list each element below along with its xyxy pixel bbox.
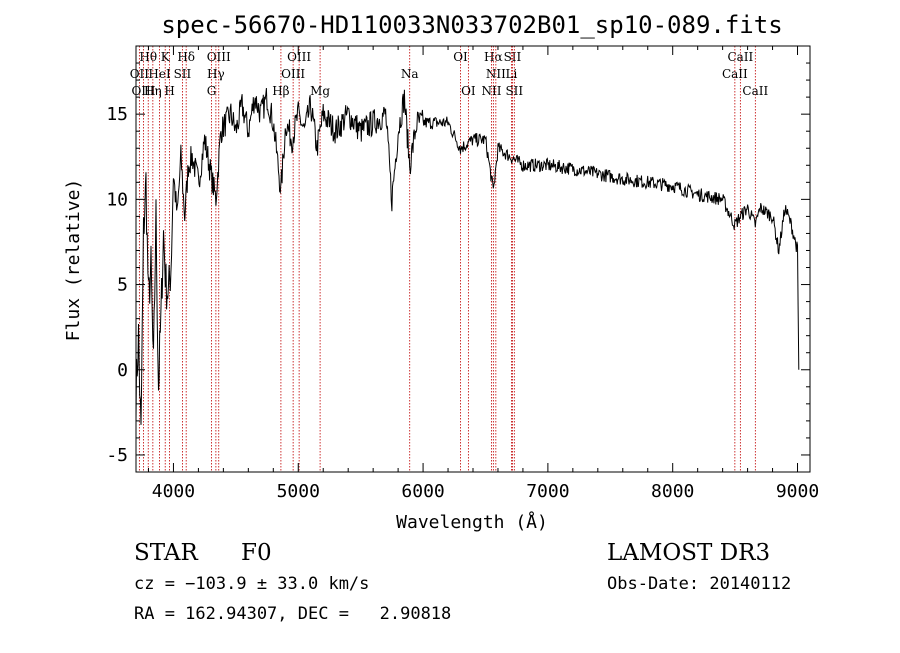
x-tick-label: 5000 (277, 481, 320, 502)
line-label: CaII (722, 67, 748, 81)
y-tick-label: 0 (117, 360, 128, 381)
survey-label: LAMOST DR3 (607, 540, 771, 566)
line-label: OII (130, 67, 150, 81)
plot-frame (135, 45, 811, 473)
line-label: CaII (742, 84, 768, 98)
line-label: SII (174, 67, 192, 81)
redshift-readout: cz = −103.9 ± 33.0 km/s (134, 574, 370, 594)
line-label: H (164, 84, 174, 98)
chart-title: spec-56670-HD110033N033702B01_sp10-089.f… (161, 11, 782, 39)
line-label: Li (506, 67, 518, 81)
y-tick-label: -5 (106, 445, 128, 466)
x-axis: 4000 5000 6000 7000 8000 9000 (147, 46, 819, 502)
line-label: Hγ (207, 67, 225, 81)
line-label: Hβ (272, 84, 289, 98)
object-class: STAR (134, 540, 198, 566)
line-label: NII (486, 67, 506, 81)
spectrum-series (135, 87, 800, 425)
line-label: OIII (207, 50, 231, 64)
line-label: SII (504, 50, 522, 64)
y-axis-label: Flux (relative) (63, 179, 84, 342)
line-label: Hα (484, 50, 503, 64)
object-subclass: F0 (241, 540, 272, 566)
x-tick-label: 7000 (526, 481, 569, 502)
line-label: Na (401, 67, 419, 81)
line-label: OIII (281, 67, 305, 81)
y-axis: -5 0 5 10 15 (106, 45, 810, 473)
line-label: Mg (310, 84, 330, 98)
line-label: Hδ (177, 50, 195, 64)
x-tick-label: 6000 (401, 481, 444, 502)
y-tick-label: 15 (106, 104, 128, 125)
line-label: SII (505, 84, 523, 98)
spectrum-line (135, 87, 800, 425)
line-label: HeI (148, 67, 171, 81)
x-tick-label: 9000 (776, 481, 819, 502)
coordinates: RA = 162.94307, DEC = 2.90818 (134, 604, 452, 624)
line-label: Hη (144, 84, 162, 98)
obs-date: Obs-Date: 20140112 (607, 574, 792, 594)
line-label: K (161, 50, 171, 64)
line-label: CaII (727, 50, 753, 64)
x-axis-label: Wavelength (Å) (396, 511, 548, 533)
x-tick-label: 4000 (152, 481, 195, 502)
line-label: OI (453, 50, 468, 64)
y-tick-label: 5 (117, 275, 128, 296)
line-label: OIII (131, 84, 155, 98)
line-label: OIII (287, 50, 311, 64)
x-tick-label: 8000 (651, 481, 694, 502)
line-label: NII (481, 84, 501, 98)
line-label: Hθ (139, 50, 157, 64)
line-label: OI (461, 84, 476, 98)
y-tick-label: 10 (106, 189, 128, 210)
line-label: G (207, 84, 217, 98)
